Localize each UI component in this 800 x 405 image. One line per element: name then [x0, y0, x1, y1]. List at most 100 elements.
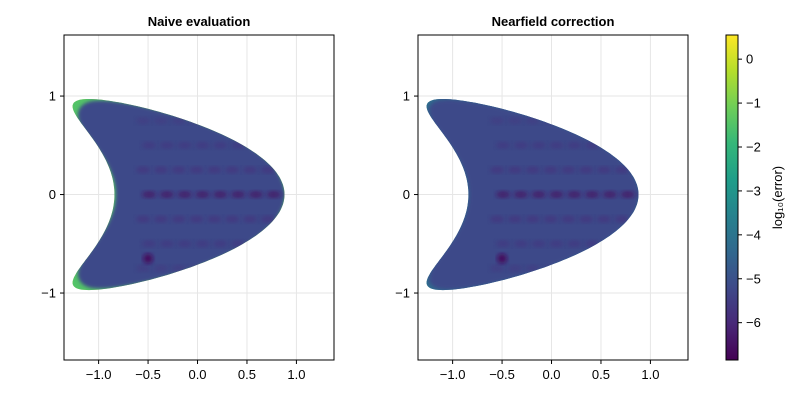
- error-minimum: [195, 141, 210, 149]
- error-minimum: [567, 191, 582, 199]
- error-minimum: [579, 215, 594, 223]
- error-minimum: [153, 264, 168, 272]
- error-minimum: [567, 240, 582, 248]
- error-minimum: [136, 264, 151, 272]
- error-minimum: [567, 141, 582, 149]
- error-minimum: [507, 166, 522, 174]
- error-minimum: [213, 141, 228, 149]
- error-minimum: [496, 240, 511, 248]
- colorbar-tick-label: 0: [746, 52, 753, 67]
- y-tick-label: −1: [395, 286, 410, 301]
- error-minimum: [159, 191, 174, 199]
- colorbar-tick-label: −4: [746, 227, 761, 242]
- error-minimum: [195, 240, 210, 248]
- error-minimum: [225, 166, 240, 174]
- colorbar-tick-label: −1: [746, 96, 761, 111]
- error-minimum: [225, 215, 240, 223]
- x-tick-label: 0.0: [188, 367, 206, 382]
- y-tick-label: 0: [49, 187, 56, 202]
- y-tick-label: −1: [41, 286, 56, 301]
- error-minimum: [490, 264, 505, 272]
- error-minimum: [248, 191, 263, 199]
- error-minimum: [620, 191, 635, 199]
- x-tick-label: 1.0: [287, 367, 305, 382]
- error-minimum: [159, 240, 174, 248]
- error-field: [72, 99, 285, 291]
- colorbar-tick-label: −2: [746, 139, 761, 154]
- error-minimum: [207, 215, 222, 223]
- error-minimum: [159, 141, 174, 149]
- axes-frame: [63, 34, 335, 361]
- error-minimum: [136, 215, 151, 223]
- error-minimum: [614, 215, 629, 223]
- error-minimum: [549, 191, 564, 199]
- error-minimum: [260, 166, 275, 174]
- error-minimum: [490, 166, 505, 174]
- error-minimum: [585, 191, 600, 199]
- error-minimum: [195, 191, 210, 199]
- error-minimum: [531, 240, 546, 248]
- error-minimum: [614, 166, 629, 174]
- error-minimum: [496, 191, 511, 199]
- error-minimum: [549, 240, 564, 248]
- error-minimum: [497, 253, 508, 264]
- error-minimum: [242, 215, 257, 223]
- x-tick-label: 0.5: [238, 367, 256, 382]
- x-tick-label: −0.5: [489, 367, 515, 382]
- error-minimum: [507, 215, 522, 223]
- error-minimum: [189, 166, 204, 174]
- error-minimum: [561, 215, 576, 223]
- colorbar-tick-label: −3: [746, 183, 761, 198]
- error-minimum: [266, 191, 281, 199]
- error-minimum: [602, 191, 617, 199]
- error-minimum: [143, 253, 154, 264]
- y-tick-label: 1: [49, 89, 56, 104]
- error-minimum: [142, 191, 157, 199]
- panel-nearfield-correction: −1.0 −0.5 0.0 0.5 1.0 −1 0 1 Nearfield correctio…: [395, 14, 689, 382]
- y-tick-label: 0: [403, 187, 410, 202]
- error-minimum: [543, 166, 558, 174]
- error-minimum: [596, 215, 611, 223]
- error-minimum: [213, 191, 228, 199]
- error-minimum: [490, 117, 505, 125]
- error-minimum: [171, 166, 186, 174]
- error-minimum: [507, 264, 522, 272]
- error-minimum: [142, 240, 157, 248]
- error-minimum: [531, 141, 546, 149]
- error-minimum: [490, 215, 505, 223]
- error-minimum: [496, 141, 511, 149]
- error-minimum: [177, 191, 192, 199]
- y-tick-label: 1: [403, 89, 410, 104]
- x-tick-label: 1.0: [641, 367, 659, 382]
- x-tick-label: −1.0: [440, 367, 466, 382]
- error-minimum: [531, 191, 546, 199]
- x-tick-label: −0.5: [135, 367, 161, 382]
- colorbar: 0 −1 −2 −3 −4 −5 −6 log₁₀(error): [725, 34, 785, 361]
- error-minimum: [213, 240, 228, 248]
- error-minimum: [136, 117, 151, 125]
- axes-frame: [417, 34, 689, 361]
- chart-title: Nearfield correction: [492, 14, 615, 29]
- error-minimum: [177, 240, 192, 248]
- error-minimum: [561, 166, 576, 174]
- x-tick-label: 0.0: [542, 367, 560, 382]
- error-minimum: [543, 215, 558, 223]
- error-minimum: [189, 215, 204, 223]
- x-tick-label: 0.5: [592, 367, 610, 382]
- colorbar-tick-label: −5: [746, 271, 761, 286]
- error-minimum: [513, 141, 528, 149]
- colorbar-tick-label: −6: [746, 315, 761, 330]
- error-minimum: [153, 166, 168, 174]
- error-minimum: [513, 240, 528, 248]
- error-minimum: [231, 191, 246, 199]
- error-minimum: [525, 166, 540, 174]
- error-minimum: [177, 141, 192, 149]
- error-minimum: [142, 141, 157, 149]
- colorbar-label: log₁₀(error): [770, 166, 785, 229]
- colorbar-gradient: [725, 34, 739, 361]
- error-minimum: [596, 166, 611, 174]
- error-minimum: [242, 166, 257, 174]
- error-minimum: [171, 215, 186, 223]
